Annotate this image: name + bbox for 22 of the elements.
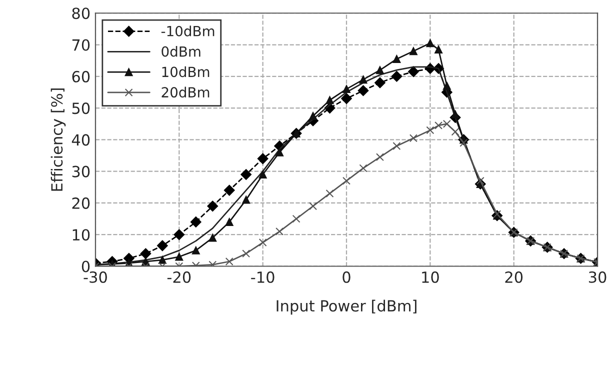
x-tick-label: -30 (84, 271, 107, 283)
x-tick-label: 30 (588, 271, 606, 283)
y-tick-label: 30 (72, 166, 90, 178)
y-tick-label: 50 (72, 102, 90, 114)
y-tick-label: 80 (72, 8, 90, 20)
legend-label: -10dBm (161, 26, 214, 36)
legend-label: 0dBm (162, 46, 200, 57)
y-tick-label: 0 (82, 260, 90, 272)
x-axis-title: Input Power [dBm] (276, 300, 416, 315)
y-tick-label: 40 (72, 134, 90, 146)
x-tick-label: -10 (251, 271, 274, 283)
y-tick-label: 60 (72, 70, 90, 82)
y-tick-label: 70 (72, 39, 90, 51)
y-tick-label: 10 (72, 229, 90, 241)
legend-label: 10dBm (162, 66, 210, 78)
x-tick-label: 20 (505, 271, 523, 283)
legend-label: 20dBm (162, 86, 210, 98)
y-axis-title: Efficiency [%] (50, 88, 66, 191)
x-tick-label: 10 (422, 271, 439, 283)
x-tick-label: 0 (342, 271, 350, 283)
y-tick-label: 20 (72, 197, 90, 209)
x-tick-label: -20 (167, 271, 191, 283)
